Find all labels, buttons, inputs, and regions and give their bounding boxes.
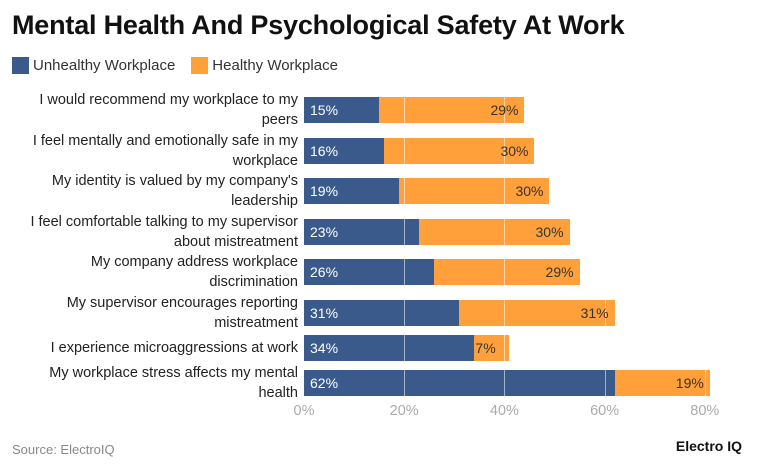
x-tick-label: 0% <box>293 403 315 419</box>
bar-unhealthy <box>304 138 385 164</box>
bar-unhealthy <box>304 335 475 361</box>
bar-healthy <box>384 138 535 164</box>
x-tick-label: 80% <box>690 403 720 419</box>
category-label: I feel mentally and emotionally safe in … <box>32 133 298 169</box>
bar-healthy <box>399 178 550 204</box>
legend-swatch-unhealthy <box>12 57 29 74</box>
bar-unhealthy <box>304 300 460 326</box>
gridline <box>404 88 406 400</box>
chart-title: Mental Health And Psychological Safety A… <box>12 10 625 40</box>
source-note: Source: ElectroIQ <box>12 442 115 457</box>
category-label: My supervisor encourages reporting mistre… <box>66 295 298 331</box>
value-label-healthy: 30% <box>515 183 544 199</box>
category-label: My company address workplace discriminati… <box>90 254 298 290</box>
value-label-healthy: 7% <box>475 340 496 356</box>
bar-healthy <box>419 219 570 245</box>
value-label-unhealthy: 15% <box>310 102 339 118</box>
value-label-unhealthy: 31% <box>310 305 339 321</box>
value-label-healthy: 29% <box>490 102 519 118</box>
value-label-unhealthy: 34% <box>310 340 339 356</box>
legend-item-unhealthy: Unhealthy Workplace <box>12 57 175 74</box>
value-label-unhealthy: 26% <box>310 264 339 280</box>
value-label-unhealthy: 19% <box>310 183 339 199</box>
bar-healthy <box>474 335 510 361</box>
bar-unhealthy <box>304 178 400 204</box>
bar-unhealthy <box>304 370 615 396</box>
legend-item-healthy: Healthy Workplace <box>191 57 338 74</box>
category-label: My workplace stress affects my mental hea… <box>49 365 298 401</box>
gridline <box>604 88 606 400</box>
gridline <box>704 88 706 400</box>
x-tick-label: 20% <box>389 403 419 419</box>
bar-unhealthy <box>304 97 380 123</box>
legend-swatch-healthy <box>191 57 209 74</box>
category-label: I would recommend my workplace to my peer… <box>39 92 298 128</box>
value-label-unhealthy: 62% <box>310 375 339 391</box>
category-label: I experience microaggressions at work <box>50 340 298 356</box>
legend: Unhealthy Workplace Healthy Workplace <box>12 57 354 74</box>
brand-logo: Electro IQ <box>675 438 742 454</box>
x-tick-label: 60% <box>590 403 620 419</box>
value-label-healthy: 30% <box>535 224 564 240</box>
bar-unhealthy <box>304 219 420 245</box>
bar-healthy <box>434 259 580 285</box>
value-label-unhealthy: 23% <box>310 224 339 240</box>
bar-healthy <box>459 300 615 326</box>
legend-label-healthy: Healthy Workplace <box>212 57 338 74</box>
plot-area: 15% 29% 16% 30% 19% 30% 23% 30% 26% 29% 31% 31% 34% 7… <box>304 88 714 400</box>
category-label: My identity is valued by my company's lea… <box>51 173 298 209</box>
bar-healthy <box>614 370 710 396</box>
value-label-healthy: 29% <box>545 264 574 280</box>
bar-unhealthy <box>304 259 435 285</box>
value-label-healthy: 31% <box>580 305 609 321</box>
legend-label-unhealthy: Unhealthy Workplace <box>33 57 176 74</box>
x-tick-label: 40% <box>489 403 519 419</box>
value-label-healthy: 30% <box>500 143 529 159</box>
bar-healthy <box>379 97 525 123</box>
value-label-unhealthy: 16% <box>310 143 339 159</box>
gridline <box>504 88 506 400</box>
category-label: I feel comfortable talking to my supervi… <box>30 214 298 250</box>
value-label-healthy: 19% <box>675 375 704 391</box>
